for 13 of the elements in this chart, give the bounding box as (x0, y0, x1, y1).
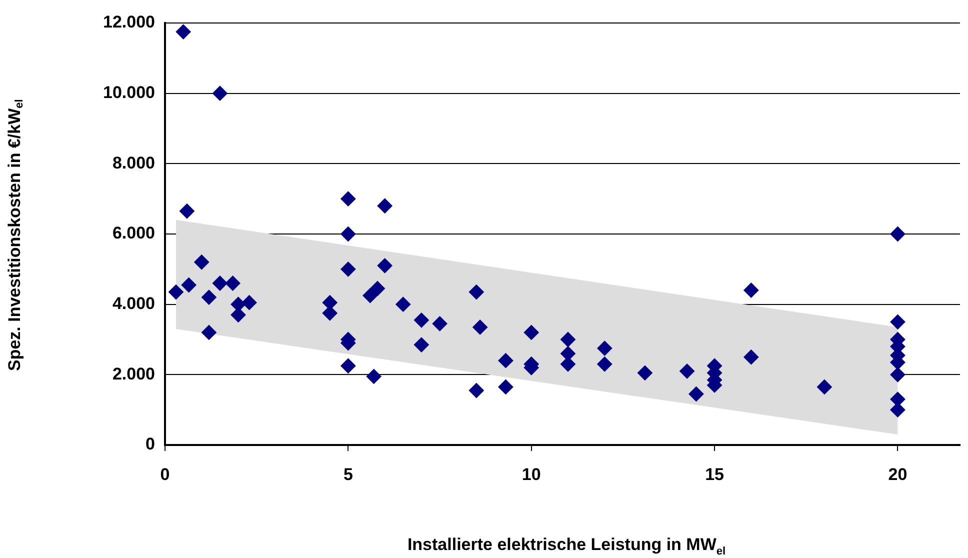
y-tick-label: 0 (146, 434, 155, 454)
x-tick-label: 15 (705, 464, 724, 484)
y-tick-label: 8.000 (112, 153, 155, 172)
x-tick-label: 10 (522, 464, 541, 484)
y-tick-label: 2.000 (112, 364, 155, 384)
x-tick-label: 20 (888, 464, 908, 484)
y-tick-label: 4.000 (112, 294, 155, 314)
y-tick-label: 12.000 (103, 12, 155, 32)
y-tick-label: 10.000 (103, 83, 155, 102)
x-tick-label: 5 (343, 464, 353, 484)
x-tick-label: 0 (160, 464, 170, 484)
x-axis-title: Installierte elektrische Leistung in MW$_{el}$ (406, 535, 727, 558)
y-tick-label: 6.000 (112, 224, 155, 243)
